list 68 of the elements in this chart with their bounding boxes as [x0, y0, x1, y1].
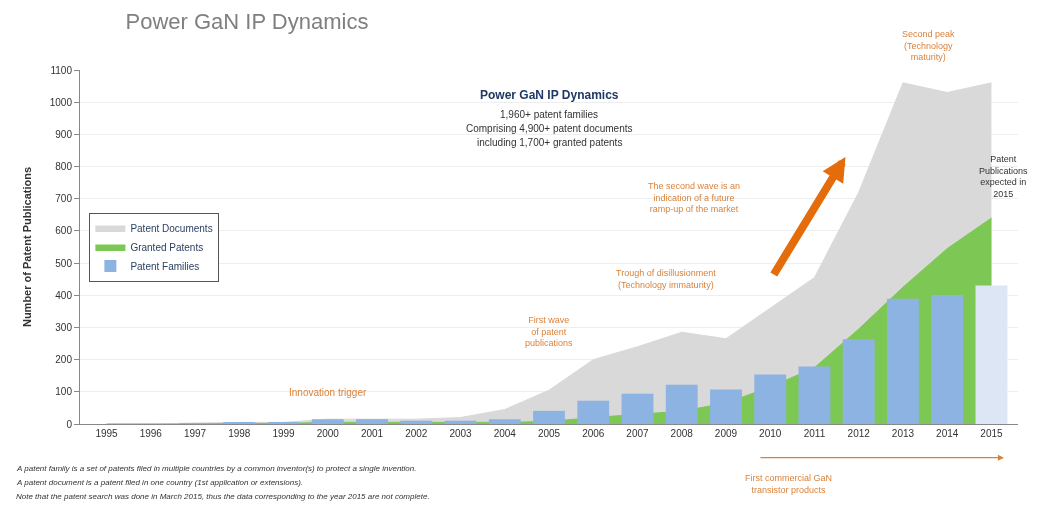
bar [311, 419, 344, 424]
x-tick-label: 2000 [316, 428, 340, 439]
x-tick-label: 2014 [936, 428, 959, 439]
x-tick-label: 2006 [582, 428, 605, 439]
bar [798, 366, 831, 424]
legend-label: Patent Documents [130, 222, 213, 234]
annotation: including 1,700+ granted patents [477, 137, 623, 148]
y-tick-label: 500 [55, 257, 73, 269]
x-tick-label: 2007 [626, 428, 650, 439]
x-tick-label: 2002 [405, 428, 428, 439]
y-tick-label: 300 [55, 321, 73, 333]
y-tick-label: 700 [55, 193, 73, 205]
annotation: Power GaN IP Dynamics [480, 88, 619, 102]
bar [665, 384, 698, 424]
x-tick-label: 1996 [139, 428, 163, 439]
x-tick-label: 2001 [360, 428, 384, 439]
x-tick-label: 2012 [847, 428, 871, 439]
x-tick-label: 2003 [449, 428, 473, 439]
x-tick-label: 1998 [228, 428, 251, 439]
bar [621, 393, 654, 424]
bar [887, 298, 919, 424]
legend-label: Patent Families [130, 260, 200, 272]
text: A patent document is a patent filed in one country (1st application or extensions). [16, 478, 304, 487]
x-tick-label: 1999 [272, 428, 296, 439]
bar [577, 400, 610, 424]
bar [931, 294, 964, 424]
x-tick-label: 2009 [714, 428, 738, 439]
x-tick-label: 2004 [493, 428, 517, 439]
y-tick-label: 200 [55, 354, 73, 366]
bar [842, 339, 875, 424]
x-tick-label: 2011 [803, 428, 826, 439]
x-tick-label: 1995 [95, 428, 119, 439]
x-tick-label: 2010 [759, 428, 782, 439]
y-tick-label: 1000 [49, 96, 73, 108]
annotation: The second wave is an indication of a future ramp-up of the market [648, 181, 741, 215]
y-tick-label: 1100 [50, 64, 73, 76]
x-tick-label: 2008 [670, 428, 694, 439]
bar [533, 410, 565, 424]
bar [356, 419, 388, 424]
annotation: 1,960+ patent families [500, 109, 599, 120]
annotation: Comprising 4,900+ patent documents [466, 123, 633, 134]
x-tick-label: 2013 [891, 428, 915, 439]
chart-title: Power GaN IP Dynamics [125, 8, 369, 34]
y-tick-label: 800 [55, 161, 73, 173]
y-tick-label: 100 [55, 386, 73, 398]
bar [444, 420, 477, 424]
y-tick-label: 900 [55, 128, 73, 140]
bar [975, 285, 1008, 424]
annotation: Innovation trigger [289, 387, 367, 398]
bar [400, 420, 433, 424]
y-tick-label: 600 [55, 225, 73, 237]
bar [488, 419, 521, 424]
text: First commercial GaN transistor products [745, 473, 833, 495]
annotation: Trough of disillusionment (Technology immaturity) [616, 268, 717, 290]
y-tick-label: 0 [66, 418, 73, 430]
x-tick-label: 1997 [183, 428, 207, 439]
y-axis-title: Number of Patent Publications [21, 166, 34, 328]
text: A patent family is a set of patents filed in multiple countries by a common inventor(s) to protect a single invention. [16, 464, 417, 473]
text: Second peak (Technology maturity) [902, 29, 956, 63]
text: Note that the patent search was done in March 2015, thus the data corresponding to the year 2015 are not complete. [16, 492, 430, 501]
annotation: Patent Publications expected in 2015 [979, 154, 1029, 200]
bar [710, 389, 742, 424]
x-tick-label: 2005 [537, 428, 561, 439]
legend-label: Granted Patents [130, 241, 204, 253]
annotation: First wave of patent publications [525, 315, 574, 349]
x-tick-label: 2015 [980, 428, 1004, 439]
y-tick-label: 400 [55, 289, 73, 301]
bar [754, 374, 787, 424]
